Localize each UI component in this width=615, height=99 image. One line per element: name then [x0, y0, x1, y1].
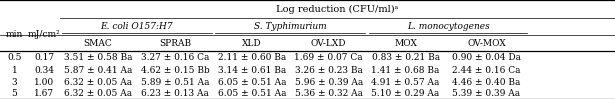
- Text: OV-MOX: OV-MOX: [467, 39, 506, 48]
- Text: 5.10 ± 0.29 Aa: 5.10 ± 0.29 Aa: [371, 89, 440, 98]
- Text: 4.91 ± 0.57 Aa: 4.91 ± 0.57 Aa: [371, 78, 440, 87]
- Text: MOX: MOX: [394, 39, 417, 48]
- Text: S. Typhimurium: S. Typhimurium: [254, 22, 327, 31]
- Text: 3.26 ± 0.23 Ba: 3.26 ± 0.23 Ba: [295, 66, 363, 75]
- Text: 5.89 ± 0.51 Aa: 5.89 ± 0.51 Aa: [141, 78, 209, 87]
- Text: OV-LXD: OV-LXD: [311, 39, 346, 48]
- Text: 5: 5: [12, 89, 17, 98]
- Text: 1.67: 1.67: [34, 89, 54, 98]
- Text: 4.62 ± 0.15 Bb: 4.62 ± 0.15 Bb: [141, 66, 209, 75]
- Text: 5.36 ± 0.32 Aa: 5.36 ± 0.32 Aa: [295, 89, 363, 98]
- Text: 2.11 ± 0.60 Ba: 2.11 ± 0.60 Ba: [218, 53, 286, 62]
- Text: 6.05 ± 0.51 Aa: 6.05 ± 0.51 Aa: [218, 89, 286, 98]
- Text: 6.32 ± 0.05 Aa: 6.32 ± 0.05 Aa: [64, 89, 132, 98]
- Text: 5.39 ± 0.39 Aa: 5.39 ± 0.39 Aa: [453, 89, 520, 98]
- Text: 0.83 ± 0.21 Ba: 0.83 ± 0.21 Ba: [371, 53, 440, 62]
- Text: 3.14 ± 0.61 Ba: 3.14 ± 0.61 Ba: [218, 66, 286, 75]
- Text: 0.5: 0.5: [7, 53, 22, 62]
- Text: 6.05 ± 0.51 Aa: 6.05 ± 0.51 Aa: [218, 78, 286, 87]
- Text: 3.27 ± 0.16 Ca: 3.27 ± 0.16 Ca: [141, 53, 209, 62]
- Text: SPRAB: SPRAB: [159, 39, 191, 48]
- Text: 1.41 ± 0.68 Ba: 1.41 ± 0.68 Ba: [371, 66, 440, 75]
- Text: mJ/cm²: mJ/cm²: [28, 30, 61, 39]
- Text: 6.32 ± 0.05 Aa: 6.32 ± 0.05 Aa: [64, 78, 132, 87]
- Text: 6.23 ± 0.13 Aa: 6.23 ± 0.13 Aa: [141, 89, 209, 98]
- Text: 1: 1: [12, 66, 17, 75]
- Text: E. coli O157:H7: E. coli O157:H7: [100, 22, 173, 31]
- Text: 3: 3: [12, 78, 17, 87]
- Text: 1.00: 1.00: [34, 78, 54, 87]
- Text: 0.17: 0.17: [34, 53, 54, 62]
- Text: Log reduction (CFU/ml)ᵃ: Log reduction (CFU/ml)ᵃ: [276, 5, 399, 14]
- Text: 5.96 ± 0.39 Aa: 5.96 ± 0.39 Aa: [295, 78, 363, 87]
- Text: 1.69 ± 0.07 Ca: 1.69 ± 0.07 Ca: [295, 53, 363, 62]
- Text: XLD: XLD: [242, 39, 261, 48]
- Text: 3.51 ± 0.58 Ba: 3.51 ± 0.58 Ba: [64, 53, 132, 62]
- Text: min: min: [6, 30, 23, 39]
- Text: 2.44 ± 0.16 Ca: 2.44 ± 0.16 Ca: [452, 66, 521, 75]
- Text: 0.34: 0.34: [34, 66, 54, 75]
- Text: 0.90 ± 0.04 Da: 0.90 ± 0.04 Da: [452, 53, 521, 62]
- Text: 4.46 ± 0.40 Ba: 4.46 ± 0.40 Ba: [452, 78, 521, 87]
- Text: L. monocytogenes: L. monocytogenes: [407, 22, 490, 31]
- Text: 5.87 ± 0.41 Aa: 5.87 ± 0.41 Aa: [64, 66, 132, 75]
- Text: SMAC: SMAC: [84, 39, 113, 48]
